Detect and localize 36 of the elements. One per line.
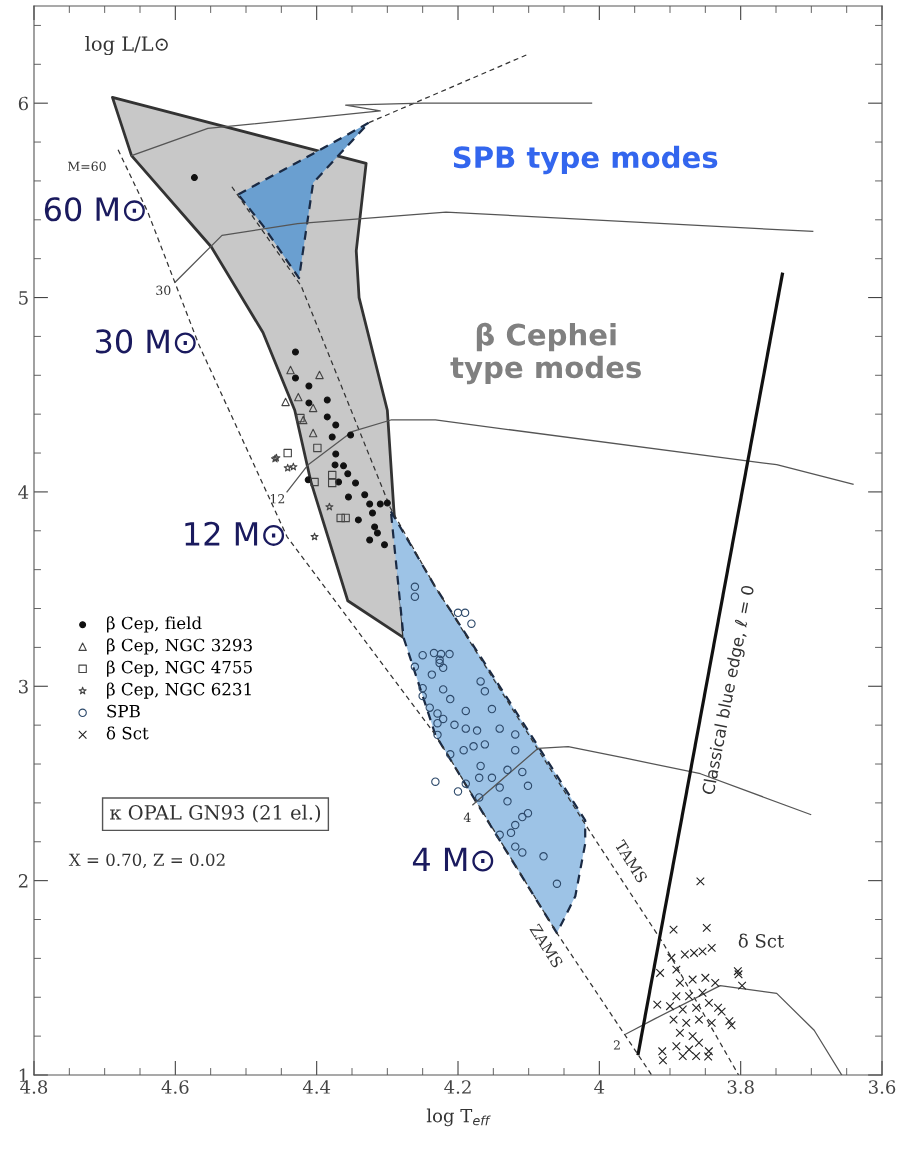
x-tick-label: 4 <box>594 1080 605 1094</box>
annotation: 12 M⊙ <box>185 521 285 546</box>
annotation: SPB type modes <box>453 145 718 175</box>
x-tick-label: 4.2 <box>444 1080 471 1094</box>
y-tick-label: 5 <box>19 291 28 305</box>
annotation: 4 M⊙ <box>412 847 494 872</box>
y-tick-label: 4 <box>18 485 29 499</box>
y-tick-label: 1 <box>19 1068 27 1082</box>
annotation: 60 M⊙ <box>44 197 145 222</box>
x-tick-label: 4.4 <box>302 1080 331 1094</box>
legend-label: β Cep, NGC 3293 <box>107 638 252 655</box>
annotation: 30 M⊙ <box>95 329 196 354</box>
annotation: β Cephei type modes <box>450 322 641 385</box>
legend-label: β Cep, NGC 4755 <box>107 660 252 677</box>
annotation: Classical blue edge, ℓ = 0 <box>701 584 758 796</box>
legend-label: SPB <box>107 704 140 718</box>
legend-label: β Cep, NGC 6231 <box>107 682 251 699</box>
y-tick-label: 3 <box>19 679 28 694</box>
legend-label: β Cep, field <box>107 616 202 633</box>
annotation: M=60 <box>68 161 106 172</box>
x-tick-label: 3.8 <box>727 1080 754 1094</box>
annotation: δ Sct <box>738 933 785 948</box>
x-tick-label: 3.6 <box>869 1080 896 1094</box>
annotation: 2 <box>613 1040 620 1050</box>
y-tick-label: 6 <box>18 96 28 111</box>
x-tick-label: 4.8 <box>20 1080 48 1094</box>
annotation: 30 <box>156 285 171 296</box>
legend-label: δ Sct <box>106 726 149 740</box>
annotation: κ OPAL GN93 (21 el.) <box>110 804 321 823</box>
annotation: 4 <box>463 812 471 822</box>
annotation: 12 <box>270 494 285 504</box>
y-tick-label: 2 <box>18 874 28 888</box>
x-tick-label: 4.6 <box>161 1080 189 1094</box>
x-axis-title: log T$_{eff}$ <box>426 1108 491 1127</box>
annotation: X = 0.70, Z = 0.02 <box>68 853 225 869</box>
y-axis-title: log L/L⊙ <box>85 36 168 56</box>
